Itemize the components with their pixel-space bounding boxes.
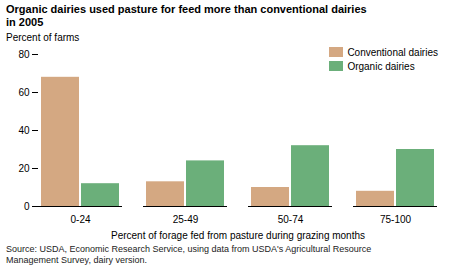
svg-text:60: 60 bbox=[18, 87, 30, 98]
svg-text:20: 20 bbox=[18, 163, 30, 174]
svg-text:0-24: 0-24 bbox=[70, 214, 90, 225]
html-text:Percent of farms: Percent of farms bbox=[6, 32, 80, 43]
svg-text:25-49: 25-49 bbox=[173, 214, 199, 225]
svg-text:Percent of forage fed from pas: Percent of forage fed from pasture durin… bbox=[111, 230, 365, 241]
svg-text:0: 0 bbox=[24, 201, 30, 212]
html-text:Conventional dairies: Conventional dairies bbox=[347, 47, 438, 58]
svg-text:80: 80 bbox=[18, 49, 30, 60]
html-text:Organic dairies used pasture f: Organic dairies used pasture for feed mo… bbox=[6, 3, 367, 28]
html-text:Organic dairies: Organic dairies bbox=[347, 61, 415, 72]
html-text:Source: USDA, Economic Researc: Source: USDA, Economic Research Service,… bbox=[6, 244, 372, 265]
svg-text:75-100: 75-100 bbox=[380, 214, 412, 225]
svg-text:50-74: 50-74 bbox=[278, 214, 304, 225]
svg-text:40: 40 bbox=[18, 125, 30, 136]
